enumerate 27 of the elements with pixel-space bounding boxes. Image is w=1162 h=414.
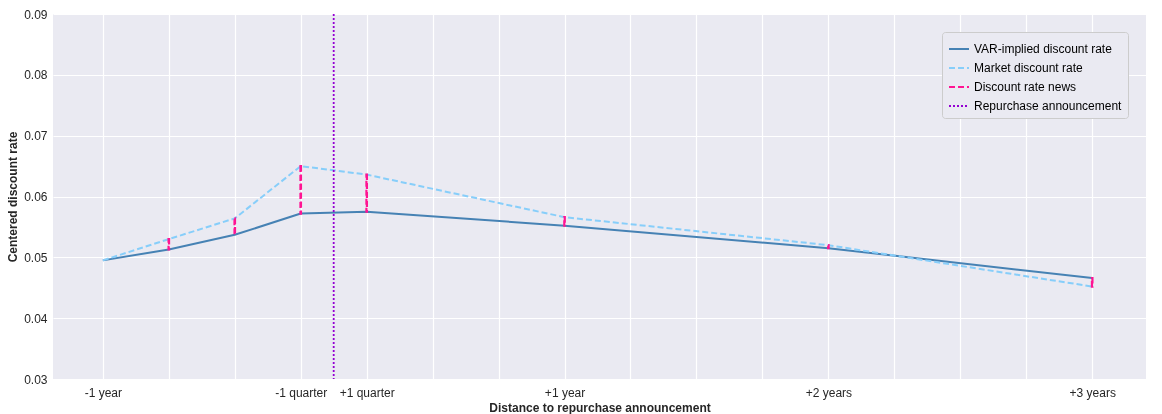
x-tick-label: +2 years <box>805 385 853 400</box>
x-tick-label: +1 quarter <box>339 385 395 400</box>
x-tick-label: -1 quarter <box>275 385 328 400</box>
x-axis-title: Distance to repurchase announcement <box>489 400 711 414</box>
bar <box>1090 276 1094 288</box>
bar <box>233 217 237 236</box>
y-tick-label: 0.08 <box>24 68 48 83</box>
x-tick-label: +1 year <box>544 385 586 400</box>
bar <box>167 237 171 251</box>
x-tick-label: -1 year <box>84 385 123 400</box>
bar <box>827 244 830 250</box>
bar <box>563 216 566 227</box>
legend-label: Market discount rate <box>974 61 1084 75</box>
y-tick-label: 0.09 <box>24 7 48 22</box>
y-tick-label: 0.03 <box>24 372 48 387</box>
bar <box>365 173 369 213</box>
y-tick-label: 0.07 <box>24 129 48 144</box>
line-series <box>101 165 1094 288</box>
y-tick-label: 0.04 <box>24 311 48 326</box>
y-tick-label: 0.06 <box>24 190 48 204</box>
y-axis-title: Centered discount rate <box>6 131 21 263</box>
annotation: Repurchase announcement <box>974 99 1123 113</box>
y-tick-label: 0.05 <box>24 250 48 265</box>
x-tick-label: +3 years <box>1069 385 1116 400</box>
legend-label: VAR-implied discount rate <box>974 42 1113 56</box>
legend-label: Discount rate news <box>974 80 1077 94</box>
bar <box>299 164 303 215</box>
